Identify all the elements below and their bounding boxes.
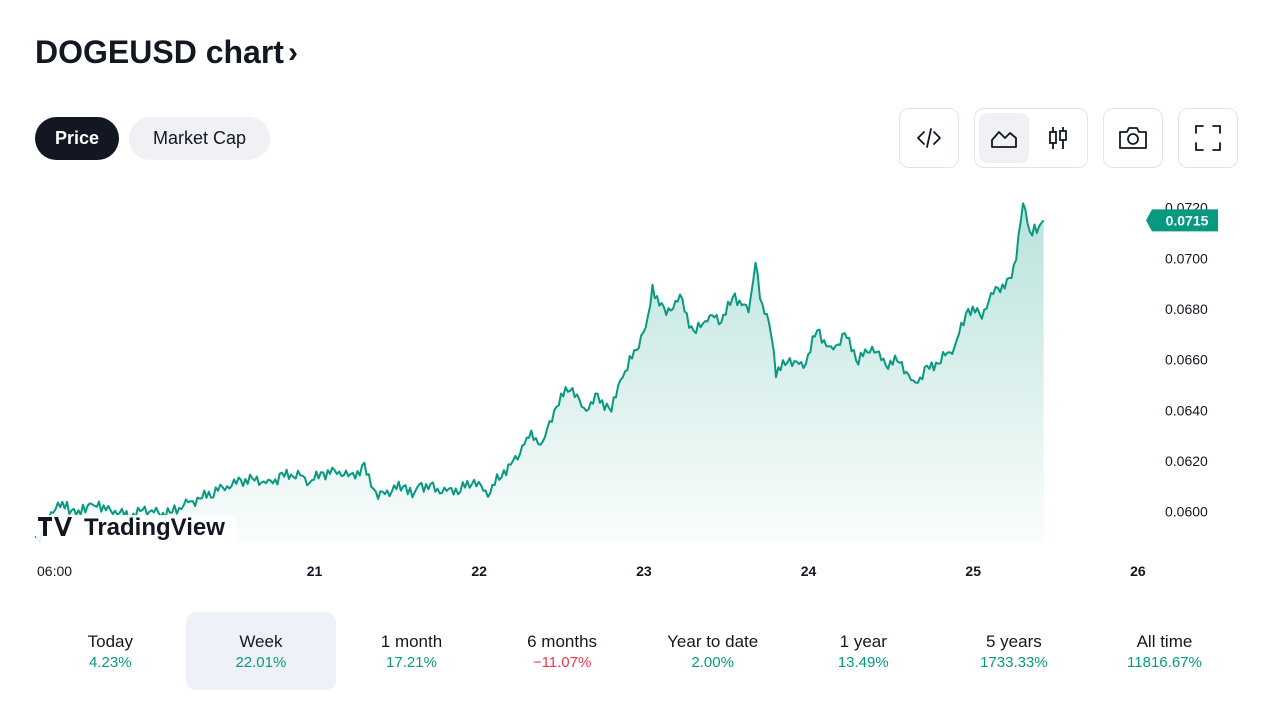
tab-market-cap-label: Market Cap [152,128,247,148]
tradingview-wordmark: TradingView [84,514,225,541]
y-tick-label: 0.0600 [1165,504,1208,520]
period-change: −11.07% [532,653,592,671]
tab-price-label: Price [54,128,100,148]
chevron-right-icon: › [287,35,298,69]
period-change: 13.49% [837,653,889,671]
tradingview-watermark: TradingView [36,514,236,547]
period-year-to-date[interactable]: Year to date 2.00% [637,612,788,690]
x-tick-label: 22 [471,563,487,579]
period-week[interactable]: Week 22.01% [185,612,337,690]
last-price-text: 0.0715 [1166,212,1209,228]
period-label: 1 year [839,631,887,651]
performance-periods: Today 4.23% Week 22.01% 1 month 17.21% 6… [35,612,1240,690]
x-tick-label: 25 [965,563,981,579]
x-tick-label: 26 [1130,563,1146,579]
candlestick-icon [1049,127,1067,149]
period-label: 6 months [527,631,598,651]
tab-market-cap[interactable]: Market Cap [129,117,270,160]
y-tick-label: 0.0660 [1165,352,1208,368]
embed-button[interactable] [899,108,959,168]
fullscreen-button[interactable] [1178,108,1238,168]
time-axis: 06:00 21 22 23 24 25 26 [37,563,1146,579]
period-label: All time [1136,631,1193,651]
snapshot-button[interactable] [1103,108,1163,168]
period-change: 2.00% [691,653,734,671]
tab-price[interactable]: Price [35,117,119,160]
x-tick-label: 24 [801,563,817,579]
period-today[interactable]: Today 4.23% [35,612,186,690]
price-axis: 0.0600 0.0620 0.0640 0.0660 0.0680 0.0700 0.07… [1165,200,1208,520]
period-label: Today [87,631,133,651]
chart-style-group [974,108,1088,168]
tradingview-logo-icon [38,517,72,536]
y-tick-label: 0.0620 [1165,453,1208,469]
price-chart[interactable]: 0.0600 0.0620 0.0640 0.0660 0.0680 0.0700 0.07… [0,180,1280,590]
last-price-label: 0.0715 [1146,209,1218,232]
period-5-years[interactable]: 5 years 1733.33% [939,612,1090,690]
period-1-year[interactable]: 1 year 13.49% [788,612,939,690]
x-tick-label: 06:00 [37,563,72,579]
period-label: 1 month [380,631,443,651]
code-icon [917,128,941,148]
period-change: 11816.67% [1127,653,1202,671]
period-label: Week [239,631,283,651]
y-tick-label: 0.0640 [1165,402,1208,418]
candles-style-button[interactable] [1033,113,1083,163]
period-label: 5 years [985,631,1042,651]
area-style-button[interactable] [979,113,1029,163]
period-change: 22.01% [235,653,287,671]
y-tick-label: 0.0680 [1165,301,1208,317]
y-tick-label: 0.0700 [1165,250,1208,266]
area-chart-icon [991,131,1017,148]
last-price-badge [1146,209,1218,232]
period-label: Year to date [667,631,759,651]
page-title[interactable]: DOGEUSD chart › [35,34,298,71]
camera-icon [1119,127,1147,149]
period-6-months[interactable]: 6 months −11.07% [487,612,638,690]
fullscreen-icon [1195,125,1221,151]
period-change: 17.21% [386,653,437,671]
x-tick-label: 21 [307,563,323,579]
price-line [34,202,1045,544]
price-area [35,203,1044,543]
period-change: 1733.33% [980,653,1048,671]
period-1-month[interactable]: 1 month 17.21% [336,612,487,690]
period-all-time[interactable]: All time 11816.67% [1089,612,1240,690]
x-tick-label: 23 [636,563,652,579]
period-change: 4.23% [89,653,132,671]
chart-title-text: DOGEUSD chart [35,34,284,70]
